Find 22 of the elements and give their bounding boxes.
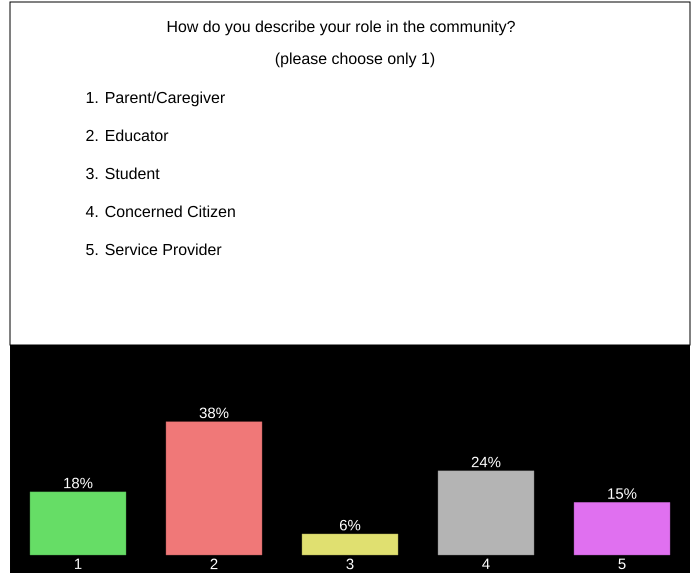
bar [30,492,126,556]
data-label: 15% [608,488,636,499]
chart-subtitle: (please choose only 1) [276,52,434,68]
bar [574,502,670,556]
data-label: 6% [340,520,360,530]
x-tick-label: 2 [210,558,218,570]
text: 2. Educator [86,129,168,142]
bar [438,470,534,556]
data-label: 18% [64,478,92,488]
text: 4. Concerned Citizen [86,205,235,218]
data-label: 38% [200,408,228,418]
x-tick-label: 5 [618,558,626,570]
x-tick-label: 3 [346,558,354,570]
text: 3. Student [86,167,160,180]
text: 1. Parent/Caregiver [86,91,225,106]
data-label: 24% [472,456,500,468]
text: 5. Service Provider [86,243,222,256]
bar [302,534,398,556]
chart-title: How do you describe your role in the community? [168,20,515,36]
bar [166,421,262,556]
x-tick-label: 1 [74,558,82,569]
x-tick-label: 4 [482,558,490,569]
